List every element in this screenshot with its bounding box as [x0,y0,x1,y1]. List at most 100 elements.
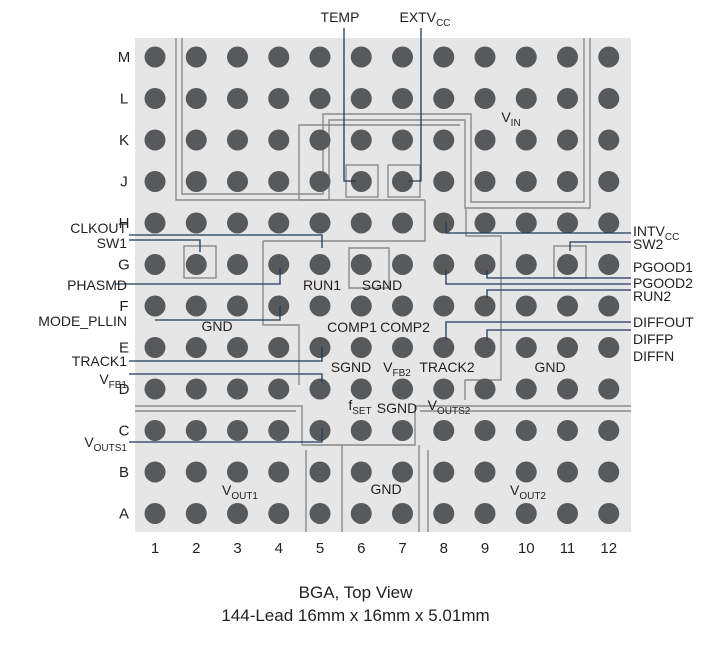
ball-A8 [433,503,455,524]
ball-L7 [392,88,413,109]
left-label-2: SW1 [97,235,128,251]
ball-C9 [474,420,496,441]
ball-B2 [185,461,207,483]
ball-M7 [392,46,413,68]
ball-F4 [268,295,290,317]
ball-K2 [185,129,207,151]
ball-C11 [557,420,578,441]
row-label-J: J [120,174,128,191]
column-labels: 1 2 3 4 5 6 7 8 9 10 11 12 [151,540,617,557]
column-label-10: 10 [518,540,535,557]
row-label-H: H [119,215,130,232]
region-outlines [135,38,631,532]
ball-G11 [557,254,578,275]
ball-L6 [350,88,372,109]
row-label-L: L [120,91,128,108]
region-outline-11 [348,247,390,289]
region-outline-3 [298,124,460,201]
region-outline-10 [305,450,429,532]
leader-line-6 [155,306,281,321]
column-label-1: 1 [151,540,159,557]
ball-M11 [557,46,578,68]
ball-J6 [350,171,372,192]
ball-F2 [185,295,207,317]
right-label-6: DIFFOUT [633,314,694,330]
ball-A1 [144,503,166,524]
ball-J5 [309,171,331,192]
ball-D10 [515,378,537,400]
ball-G1 [144,254,166,275]
ball-A5 [309,503,331,524]
leader-line-15 [445,321,631,340]
ball-D7 [392,378,413,400]
inner-label-6: COMP2 [380,319,430,335]
ball-B1 [144,461,166,483]
ball-M5 [309,46,331,68]
leader-line-14 [486,289,631,298]
caption-package: 144-Lead 16mm x 16mm x 5.01mm [221,606,490,625]
left-label-5: TRACK1 [72,353,127,369]
ball-L10 [515,88,537,109]
column-label-9: 9 [481,540,489,557]
row-label-M: M [118,49,131,66]
ball-J9 [474,171,496,192]
ball-L12 [598,88,620,109]
ball-D4 [268,378,290,400]
caption-title: BGA, Top View [298,583,413,602]
column-label-6: 6 [357,540,365,557]
leader-lines [115,28,631,443]
ball-K4 [268,129,290,151]
ball-C8 [433,420,455,441]
ball-B9 [474,461,496,483]
region-outline-4 [262,200,426,385]
ball-A2 [185,503,207,524]
ball-D12 [598,378,620,400]
ball-C2 [185,420,207,441]
ball-J11 [557,171,578,192]
ball-L11 [557,88,578,109]
ball-H8 [433,212,455,234]
right-label-3: PGOOD1 [633,259,693,275]
ball-E1 [144,337,166,358]
ball-M8 [433,46,455,68]
column-label-12: 12 [600,540,617,557]
leader-line-10 [445,222,631,234]
ball-E8 [433,337,455,358]
row-label-E: E [119,340,129,357]
ball-D6 [350,378,372,400]
leader-line-12 [486,270,631,279]
ball-G5 [309,254,331,275]
row-label-D: D [119,381,130,398]
ball-H9 [474,212,496,234]
column-label-4: 4 [275,540,283,557]
ball-M1 [144,46,166,68]
top-label-1: TEMP [321,9,360,25]
inner-label-1: VIN [501,109,520,129]
ball-K7 [392,129,413,151]
ball-E5 [309,337,331,358]
ball-C10 [515,420,537,441]
ball-J8 [433,171,455,192]
ball-H1 [144,212,166,234]
ball-B6 [350,461,372,483]
ball-D8 [433,378,455,400]
leader-line-7 [129,347,323,362]
ball-C1 [144,420,166,441]
ball-A7 [392,503,413,524]
leader-line-4 [129,239,201,252]
ball-K3 [227,129,248,151]
ball-H4 [268,212,290,234]
inner-label-9: TRACK2 [419,359,474,375]
ball-K12 [598,129,620,151]
ball-D9 [474,378,496,400]
ball-F8 [433,295,455,317]
column-label-5: 5 [316,540,324,557]
ball-H5 [309,212,331,234]
ball-A9 [474,503,496,524]
ball-K6 [350,129,372,151]
ball-B8 [433,461,455,483]
ball-L4 [268,88,290,109]
ball-B4 [268,461,290,483]
ball-M3 [227,46,248,68]
inner-label-11: fSET [348,397,371,417]
